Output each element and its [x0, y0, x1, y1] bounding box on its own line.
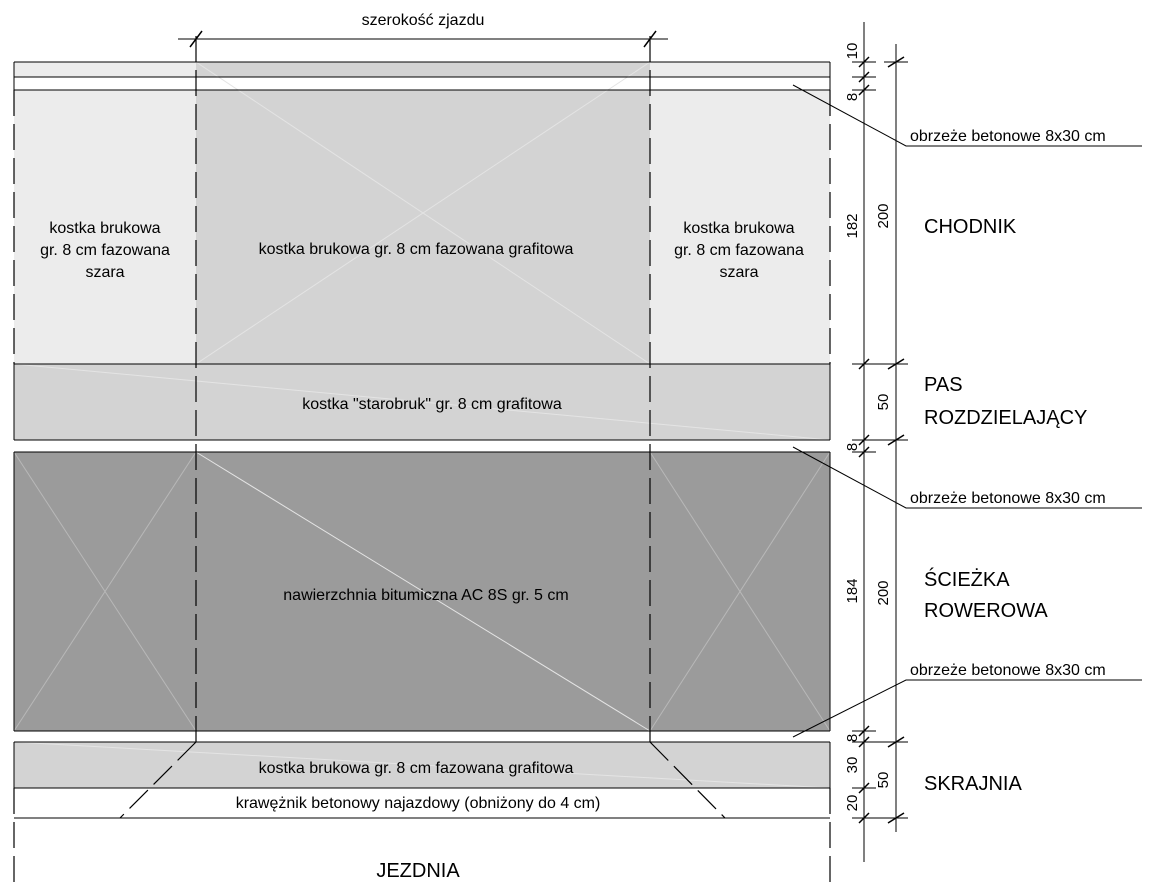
- dark-diagonals: [13, 451, 831, 732]
- dashed-flare-right: [649, 741, 726, 819]
- dim-8-top: 8: [844, 93, 861, 101]
- chodnik-right-label-3: szara: [719, 264, 758, 281]
- chodnik-right-label-2: gr. 8 cm fazowana: [674, 242, 804, 259]
- dim-50-pas-inner: 50: [875, 394, 892, 411]
- surface-fills: [14, 62, 830, 788]
- section-sciezka-line1: ŚCIEŻKA: [924, 567, 1010, 591]
- top-strip-middle: [196, 62, 650, 77]
- dim-184: 184: [844, 578, 861, 603]
- width-label: szerokość zjazdu: [362, 12, 485, 29]
- section-sciezka-line2: ROWEROWA: [924, 600, 1048, 622]
- chodnik-right-label-1: kostka brukowa: [683, 220, 794, 237]
- chodnik-middle-label: kostka brukowa gr. 8 cm fazowana grafito…: [259, 241, 574, 258]
- chodnik-middle-area: [196, 90, 650, 364]
- sciezka-area: [14, 452, 830, 731]
- chodnik-right-area: [650, 90, 830, 364]
- top-strip-left: [14, 62, 196, 77]
- chodnik-left-label-2: gr. 8 cm fazowana: [40, 242, 170, 259]
- dim-30: 30: [844, 757, 861, 774]
- dashed-flare-left: [119, 741, 197, 819]
- dim-200-chodnik: 200: [875, 203, 892, 228]
- chodnik-left-label-3: szara: [85, 264, 124, 281]
- chodnik-left-area: [14, 90, 196, 364]
- top-strip-right: [650, 62, 830, 77]
- dim-8-low: 8: [844, 734, 861, 742]
- dim-50-skrajnia: 50: [875, 772, 892, 789]
- section-pas-line1: PAS: [924, 374, 963, 396]
- layer-boundaries: [13, 61, 831, 819]
- section-skrajnia: SKRAJNIA: [924, 773, 1022, 795]
- kraweznik-label: krawężnik betonowy najazdowy (obniżony d…: [236, 795, 601, 812]
- chodnik-left-label-1: kostka brukowa: [49, 220, 160, 237]
- faint-diagonals: [13, 61, 831, 789]
- section-pas-line2: ROZDZIELAJĄCY: [924, 407, 1087, 429]
- dim-20: 20: [844, 795, 861, 812]
- callout-edging-3: obrzeże betonowe 8x30 cm: [910, 662, 1106, 679]
- dim-8-mid: 8: [844, 443, 861, 451]
- dashed-lines: [13, 36, 831, 889]
- width-dimension: [178, 30, 668, 48]
- pas-label: kostka "starobruk" gr. 8 cm grafitowa: [302, 396, 562, 413]
- dim-10: 10: [844, 43, 861, 60]
- callout-edging-1: obrzeże betonowe 8x30 cm: [910, 128, 1106, 145]
- dim-200-sciezka: 200: [875, 580, 892, 605]
- sciezka-label: nawierzchnia bitumiczna AC 8S gr. 5 cm: [283, 587, 568, 604]
- leader-lines: [792, 84, 1142, 738]
- section-chodnik: CHODNIK: [924, 216, 1017, 238]
- dimension-chains: [852, 22, 908, 862]
- dim-182: 182: [844, 213, 861, 238]
- callout-edging-2: obrzeże betonowe 8x30 cm: [910, 490, 1106, 507]
- skrajnia-label: kostka brukowa gr. 8 cm fazowana grafito…: [259, 760, 574, 777]
- jezdnia-label: JEZDNIA: [376, 860, 460, 882]
